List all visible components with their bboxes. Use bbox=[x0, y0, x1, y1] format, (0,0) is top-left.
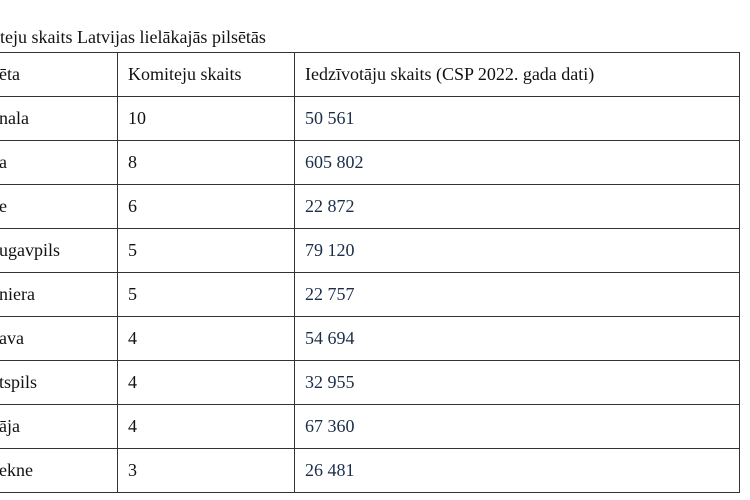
table-cell: 5 bbox=[117, 228, 295, 273]
table-cell: 4 bbox=[117, 316, 295, 361]
table-cell: 50 561 bbox=[294, 96, 740, 141]
table-cell: niera bbox=[0, 272, 118, 317]
table-cell: Iedzīvotāju skaits (CSP 2022. gada dati) bbox=[294, 52, 740, 97]
table-row: ekne 3 26 481 bbox=[0, 448, 740, 493]
table-cell: 605 802 bbox=[294, 140, 740, 185]
table-cell: 54 694 bbox=[294, 316, 740, 361]
table-cell: 6 bbox=[117, 184, 295, 229]
table-cell: 5 bbox=[117, 272, 295, 317]
table-cell: ēta bbox=[0, 52, 118, 97]
table-cell: 22 872 bbox=[294, 184, 740, 229]
table-row: niera 5 22 757 bbox=[0, 272, 740, 317]
table-row: tspils 4 32 955 bbox=[0, 360, 740, 405]
table-cell: 4 bbox=[117, 404, 295, 449]
table-cell: 4 bbox=[117, 360, 295, 405]
table-row: a8605 802 bbox=[0, 140, 740, 185]
table-cell: ava bbox=[0, 316, 118, 361]
table-title: teju skaits Latvijas lielākajās pilsētās bbox=[0, 27, 266, 47]
table-row: ugavpils 5 79 120 bbox=[0, 228, 740, 273]
table-cell: 32 955 bbox=[294, 360, 740, 405]
table-cell: 67 360 bbox=[294, 404, 740, 449]
table-row: āja 4 67 360 bbox=[0, 404, 740, 449]
table-cell: āja bbox=[0, 404, 118, 449]
table-cell: tspils bbox=[0, 360, 118, 405]
table-row: nala 10 50 561 bbox=[0, 96, 740, 141]
table-row: e622 872 bbox=[0, 184, 740, 229]
table-cell: 8 bbox=[117, 140, 295, 185]
table-cell: 3 bbox=[117, 448, 295, 493]
table-row: ava 4 54 694 bbox=[0, 316, 740, 361]
table-cell: e bbox=[0, 184, 118, 229]
table-cell: 79 120 bbox=[294, 228, 740, 273]
table-cell: ekne bbox=[0, 448, 118, 493]
table-cell: Komiteju skaits bbox=[117, 52, 295, 97]
table-cell: ugavpils bbox=[0, 228, 118, 273]
table-cell: 22 757 bbox=[294, 272, 740, 317]
table-cell: 26 481 bbox=[294, 448, 740, 493]
table: ēta Komiteju skaits Iedzīvotāju skaits (CS… bbox=[0, 52, 740, 493]
table-cell: 10 bbox=[117, 96, 295, 141]
table-cell: nala bbox=[0, 96, 118, 141]
table-cell: a bbox=[0, 140, 118, 185]
table-header-row: ēta Komiteju skaits Iedzīvotāju skaits (CS… bbox=[0, 52, 740, 97]
